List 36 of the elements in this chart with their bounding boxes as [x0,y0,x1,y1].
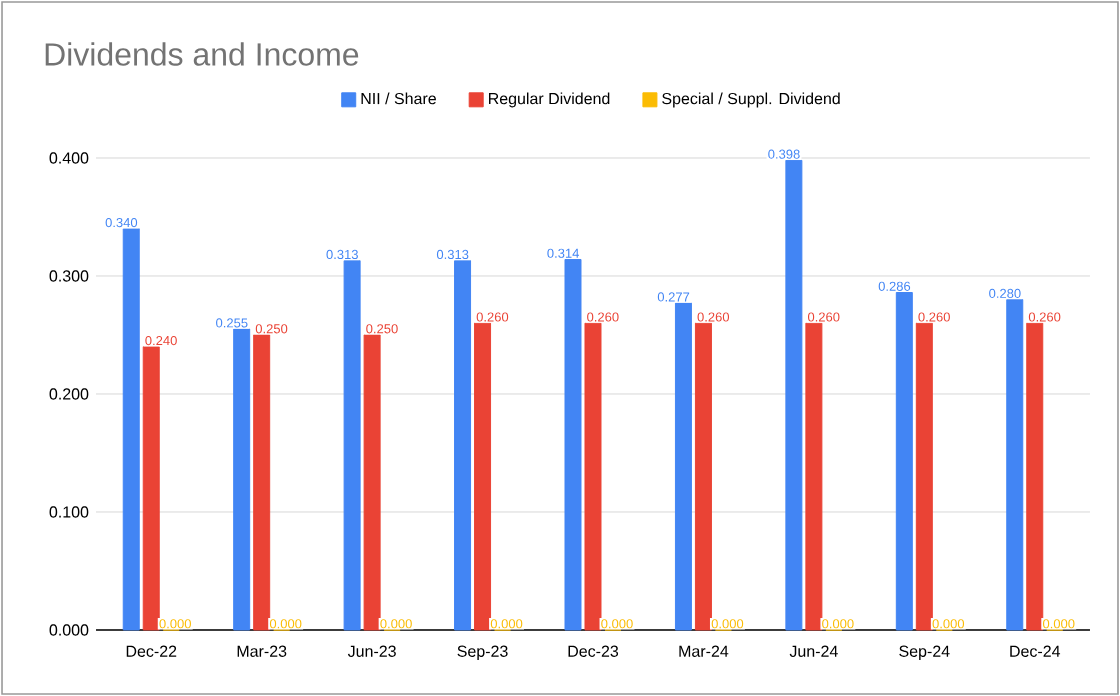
x-tick-label: Dec-22 [126,645,177,657]
x-tick-label: Dec-24 [1010,645,1061,657]
bar [233,328,251,631]
x-tick-label: Mar-23 [237,645,287,657]
bar [142,346,160,631]
bar [694,322,712,631]
x-tick-label: Dec-23 [568,645,619,657]
legend-label: Regular Dividend [489,92,610,108]
y-tick-label: 0.400 [49,152,89,164]
y-tick-label: 0.300 [49,270,89,282]
bar [915,322,933,631]
legend-label: Special / Suppl. Dividend [662,92,840,108]
y-tick-label: 0.200 [49,388,89,400]
x-tick-label: Jun-23 [347,645,396,657]
bar [1006,299,1024,631]
y-tick-label: 0.000 [49,624,89,636]
bar [785,159,803,631]
bar [122,228,140,631]
y-tick-label: 0.100 [49,506,89,518]
bar [363,334,381,631]
x-tick-label: Jun-24 [789,645,838,657]
bar [253,334,271,631]
x-tick-label: Mar-24 [679,645,729,657]
legend-label: NII / Share [361,92,436,105]
bar [895,292,913,631]
bar [805,322,823,631]
bar [564,258,582,631]
x-tick-label: Sep-23 [457,645,508,661]
bar [454,260,472,631]
bar [674,302,692,631]
bar [474,322,492,631]
bar [584,322,602,631]
bar [343,260,361,631]
x-tick-label: Sep-24 [899,645,950,661]
chart-title: Dividends and Income [45,42,359,66]
bar [1026,322,1044,631]
